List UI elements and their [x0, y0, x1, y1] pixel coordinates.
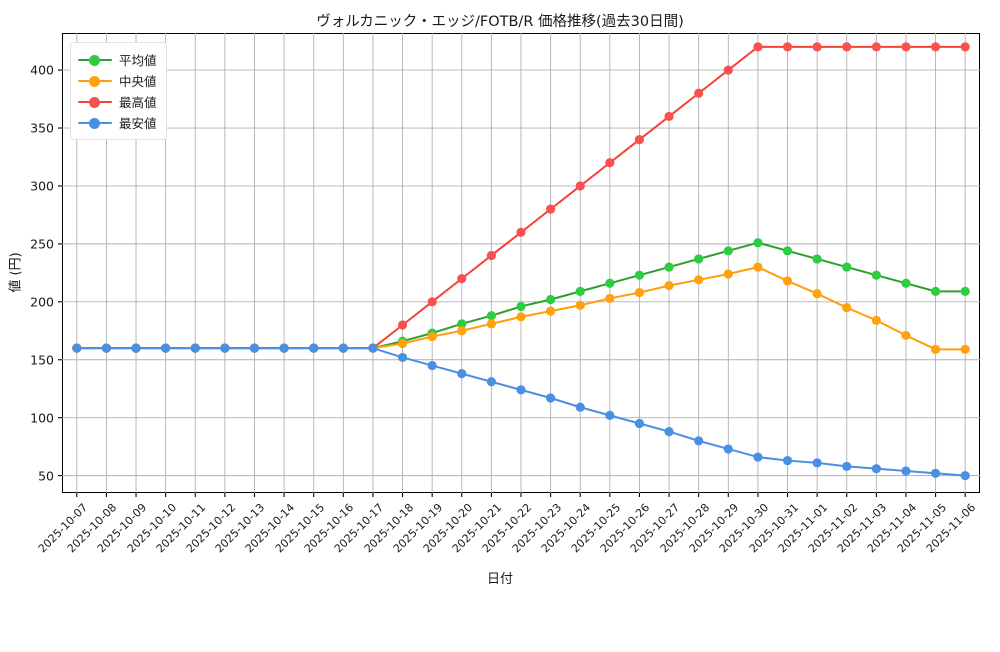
x-axis-label: 日付 — [486, 572, 513, 587]
chart-title: ヴォルカニック・エッジ/FOTB/R 価格推移(過去30日間) — [316, 14, 684, 30]
legend-swatch-icon — [78, 74, 112, 88]
y-tick-label: 200 — [30, 294, 54, 310]
y-tick-label: 50 — [38, 468, 54, 484]
legend-label: 最安値 — [119, 116, 157, 131]
y-tick-label: 150 — [30, 352, 54, 368]
y-tick-label: 350 — [30, 120, 54, 136]
y-tick-label: 250 — [30, 236, 54, 252]
legend-swatch-icon — [78, 53, 112, 67]
legend-label: 最高値 — [119, 95, 157, 110]
legend-label: 平均値 — [119, 53, 157, 68]
y-tick-label: 300 — [30, 178, 54, 194]
legend-swatch-icon — [78, 116, 112, 130]
y-axis-ticks: 50 100 150 200 250 300 350 400 — [0, 0, 54, 600]
legend-item-0[interactable]: 平均値 — [78, 49, 157, 70]
legend-item-1[interactable]: 中央値 — [78, 70, 157, 91]
legend-label: 中央値 — [119, 74, 157, 89]
legend-swatch-icon — [78, 95, 112, 109]
legend-item-3[interactable]: 最安値 — [78, 112, 157, 133]
chart-figure: ヴォルカニック・エッジ/FOTB/R 価格推移(過去30日間) 値 (円) 日付… — [0, 0, 980, 600]
legend-item-2[interactable]: 最高値 — [78, 91, 157, 112]
plot-area — [62, 33, 980, 493]
y-tick-label: 400 — [30, 62, 54, 78]
chart-legend: 平均値中央値最高値最安値 — [70, 42, 167, 140]
y-tick-label: 100 — [30, 410, 54, 426]
